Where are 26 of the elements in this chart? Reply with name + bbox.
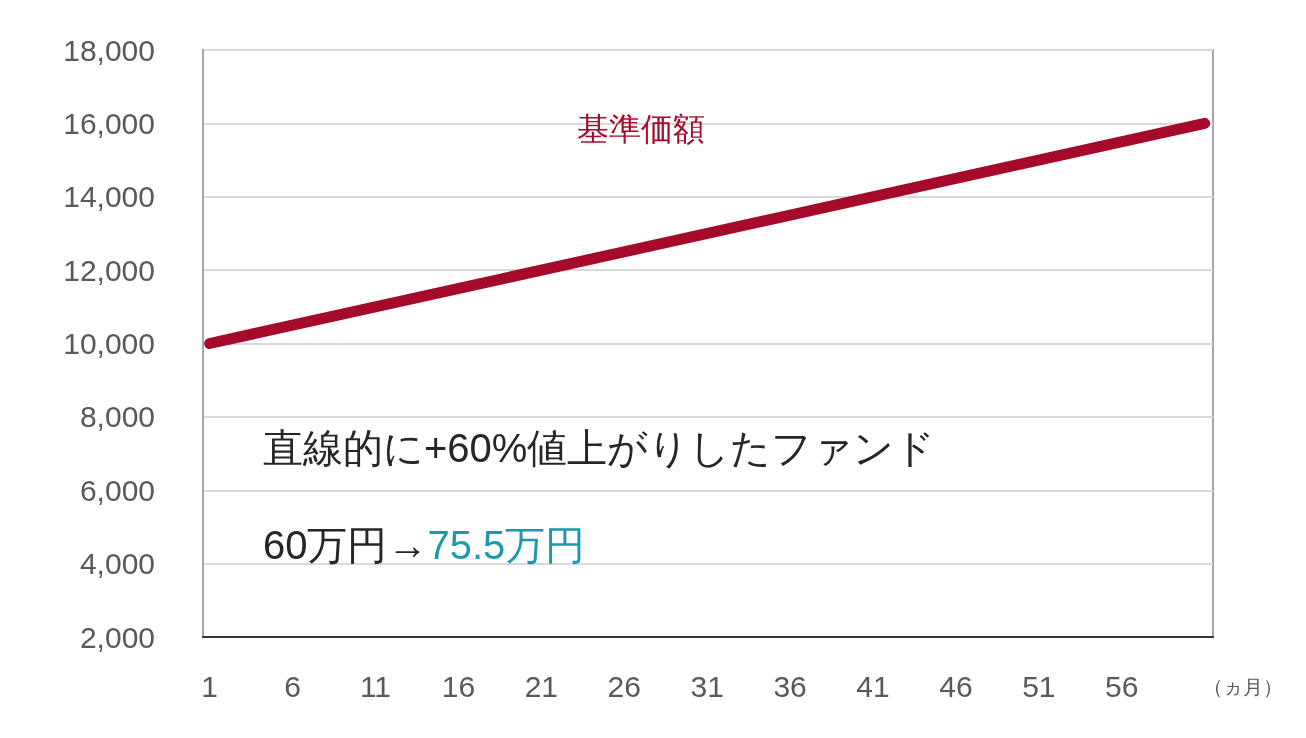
y-tick-label: 10,000 bbox=[63, 327, 155, 360]
x-tick-label: 46 bbox=[939, 669, 973, 703]
y-tick-label: 2,000 bbox=[79, 620, 155, 654]
y-tick-label: 14,000 bbox=[63, 180, 155, 214]
y-tick-label: 18,000 bbox=[63, 33, 155, 67]
x-axis-title: （ヵ月） bbox=[1203, 676, 1283, 698]
x-tick-label: 36 bbox=[773, 669, 807, 703]
y-tick-label: 16,000 bbox=[63, 106, 155, 140]
x-tick-label: 31 bbox=[690, 669, 724, 703]
annotation: 75.5万円 bbox=[427, 523, 586, 567]
x-tick-label: 51 bbox=[1022, 669, 1056, 703]
x-tick-label: 6 bbox=[284, 669, 301, 703]
y-tick-label: 12,000 bbox=[63, 253, 155, 287]
text: 基準価額 bbox=[577, 111, 706, 148]
x-tick-label: 56 bbox=[1105, 669, 1139, 703]
x-tick-label: 1 bbox=[201, 669, 218, 703]
x-tick-label: 26 bbox=[607, 669, 641, 703]
y-tick-label: 8,000 bbox=[79, 400, 155, 434]
x-tick-label: 11 bbox=[359, 669, 392, 703]
y-tick-label: 6,000 bbox=[79, 473, 155, 507]
annotation: 直線的に+60%値上がりしたファンド bbox=[263, 426, 936, 470]
x-tick-label: 21 bbox=[524, 669, 559, 703]
y-tick-label: 4,000 bbox=[79, 547, 155, 581]
x-tick-label: 41 bbox=[856, 669, 890, 703]
x-tick-label: 16 bbox=[441, 669, 476, 703]
annotation: 60万円→ bbox=[263, 523, 428, 567]
